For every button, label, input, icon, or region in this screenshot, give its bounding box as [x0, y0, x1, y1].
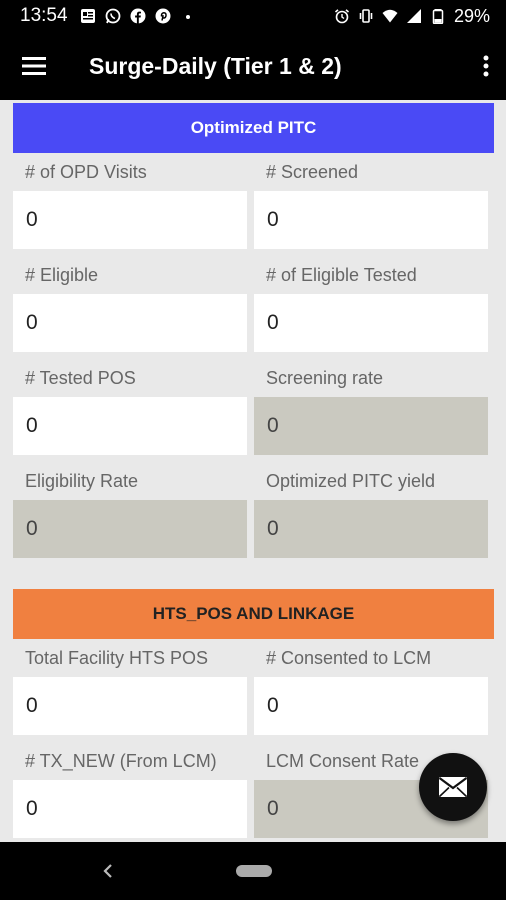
- screening-rate-value: 0: [254, 397, 488, 455]
- facebook-icon: [130, 8, 146, 24]
- screened-input[interactable]: 0: [254, 191, 488, 249]
- section-header-hts-pos-linkage: HTS_POS AND LINKAGE: [13, 589, 494, 639]
- form-content[interactable]: Optimized PITC # of OPD Visits 0 # Scree…: [0, 100, 506, 842]
- menu-button[interactable]: [0, 32, 70, 100]
- back-chevron-icon[interactable]: [100, 860, 116, 882]
- field-label-screened: # Screened: [266, 162, 359, 182]
- hamburger-menu-icon: [22, 57, 46, 75]
- field-label-total-hts-pos: Total Facility HTS POS: [25, 648, 209, 668]
- page-title: Surge-Daily (Tier 1 & 2): [89, 52, 342, 79]
- status-time: 13:54: [20, 5, 68, 26]
- field-label-consented-lcm: # Consented to LCM: [266, 648, 432, 668]
- pitc-yield-value: 0: [254, 500, 488, 558]
- battery-icon: [432, 9, 444, 24]
- section-header-optimized-pitc: Optimized PITC: [13, 103, 494, 153]
- home-pill[interactable]: [236, 865, 272, 877]
- app-bar: Surge-Daily (Tier 1 & 2): [0, 32, 506, 100]
- field-label-eligibility-rate: Eligibility Rate: [25, 471, 139, 491]
- system-nav-bar: [0, 842, 506, 900]
- field-label-lcm-consent-rate: LCM Consent Rate: [266, 751, 420, 771]
- battery-percent: 29%: [453, 5, 490, 26]
- notification-icons: [80, 8, 196, 24]
- opd-visits-input[interactable]: 0: [13, 191, 247, 249]
- dot-icon: [185, 15, 190, 19]
- eligibility-rate-value: 0: [13, 500, 247, 558]
- send-mail-fab[interactable]: [419, 753, 487, 821]
- consented-lcm-input[interactable]: 0: [254, 677, 488, 735]
- total-hts-pos-input[interactable]: 0: [13, 677, 247, 735]
- field-label-tested-pos: # Tested POS: [25, 368, 136, 388]
- field-label-eligible: # Eligible: [25, 265, 99, 285]
- field-label-tx-new: # TX_NEW (From LCM): [25, 751, 217, 771]
- status-right: 29%: [334, 6, 490, 27]
- eligible-tested-input[interactable]: 0: [254, 294, 488, 352]
- more-vert-icon: [483, 55, 489, 77]
- tested-pos-input[interactable]: 0: [13, 397, 247, 455]
- field-label-eligible-tested: # of Eligible Tested: [266, 265, 417, 285]
- pinterest-icon: [155, 8, 171, 24]
- eligible-input[interactable]: 0: [13, 294, 247, 352]
- status-bar: 13:54 29%: [0, 0, 506, 32]
- mail-icon: [438, 777, 468, 798]
- field-label-opd-visits: # of OPD Visits: [25, 162, 147, 182]
- news-icon: [80, 9, 95, 23]
- wifi-icon: [382, 9, 398, 23]
- signal-icon: [406, 9, 421, 23]
- field-label-screening-rate: Screening rate: [266, 368, 384, 388]
- tx-new-input[interactable]: 0: [13, 780, 247, 838]
- alarm-icon: [334, 9, 349, 24]
- whatsapp-icon: [105, 8, 120, 24]
- vibrate-icon: [359, 9, 373, 23]
- more-options-button[interactable]: [466, 32, 506, 100]
- field-label-pitc-yield: Optimized PITC yield: [266, 471, 436, 491]
